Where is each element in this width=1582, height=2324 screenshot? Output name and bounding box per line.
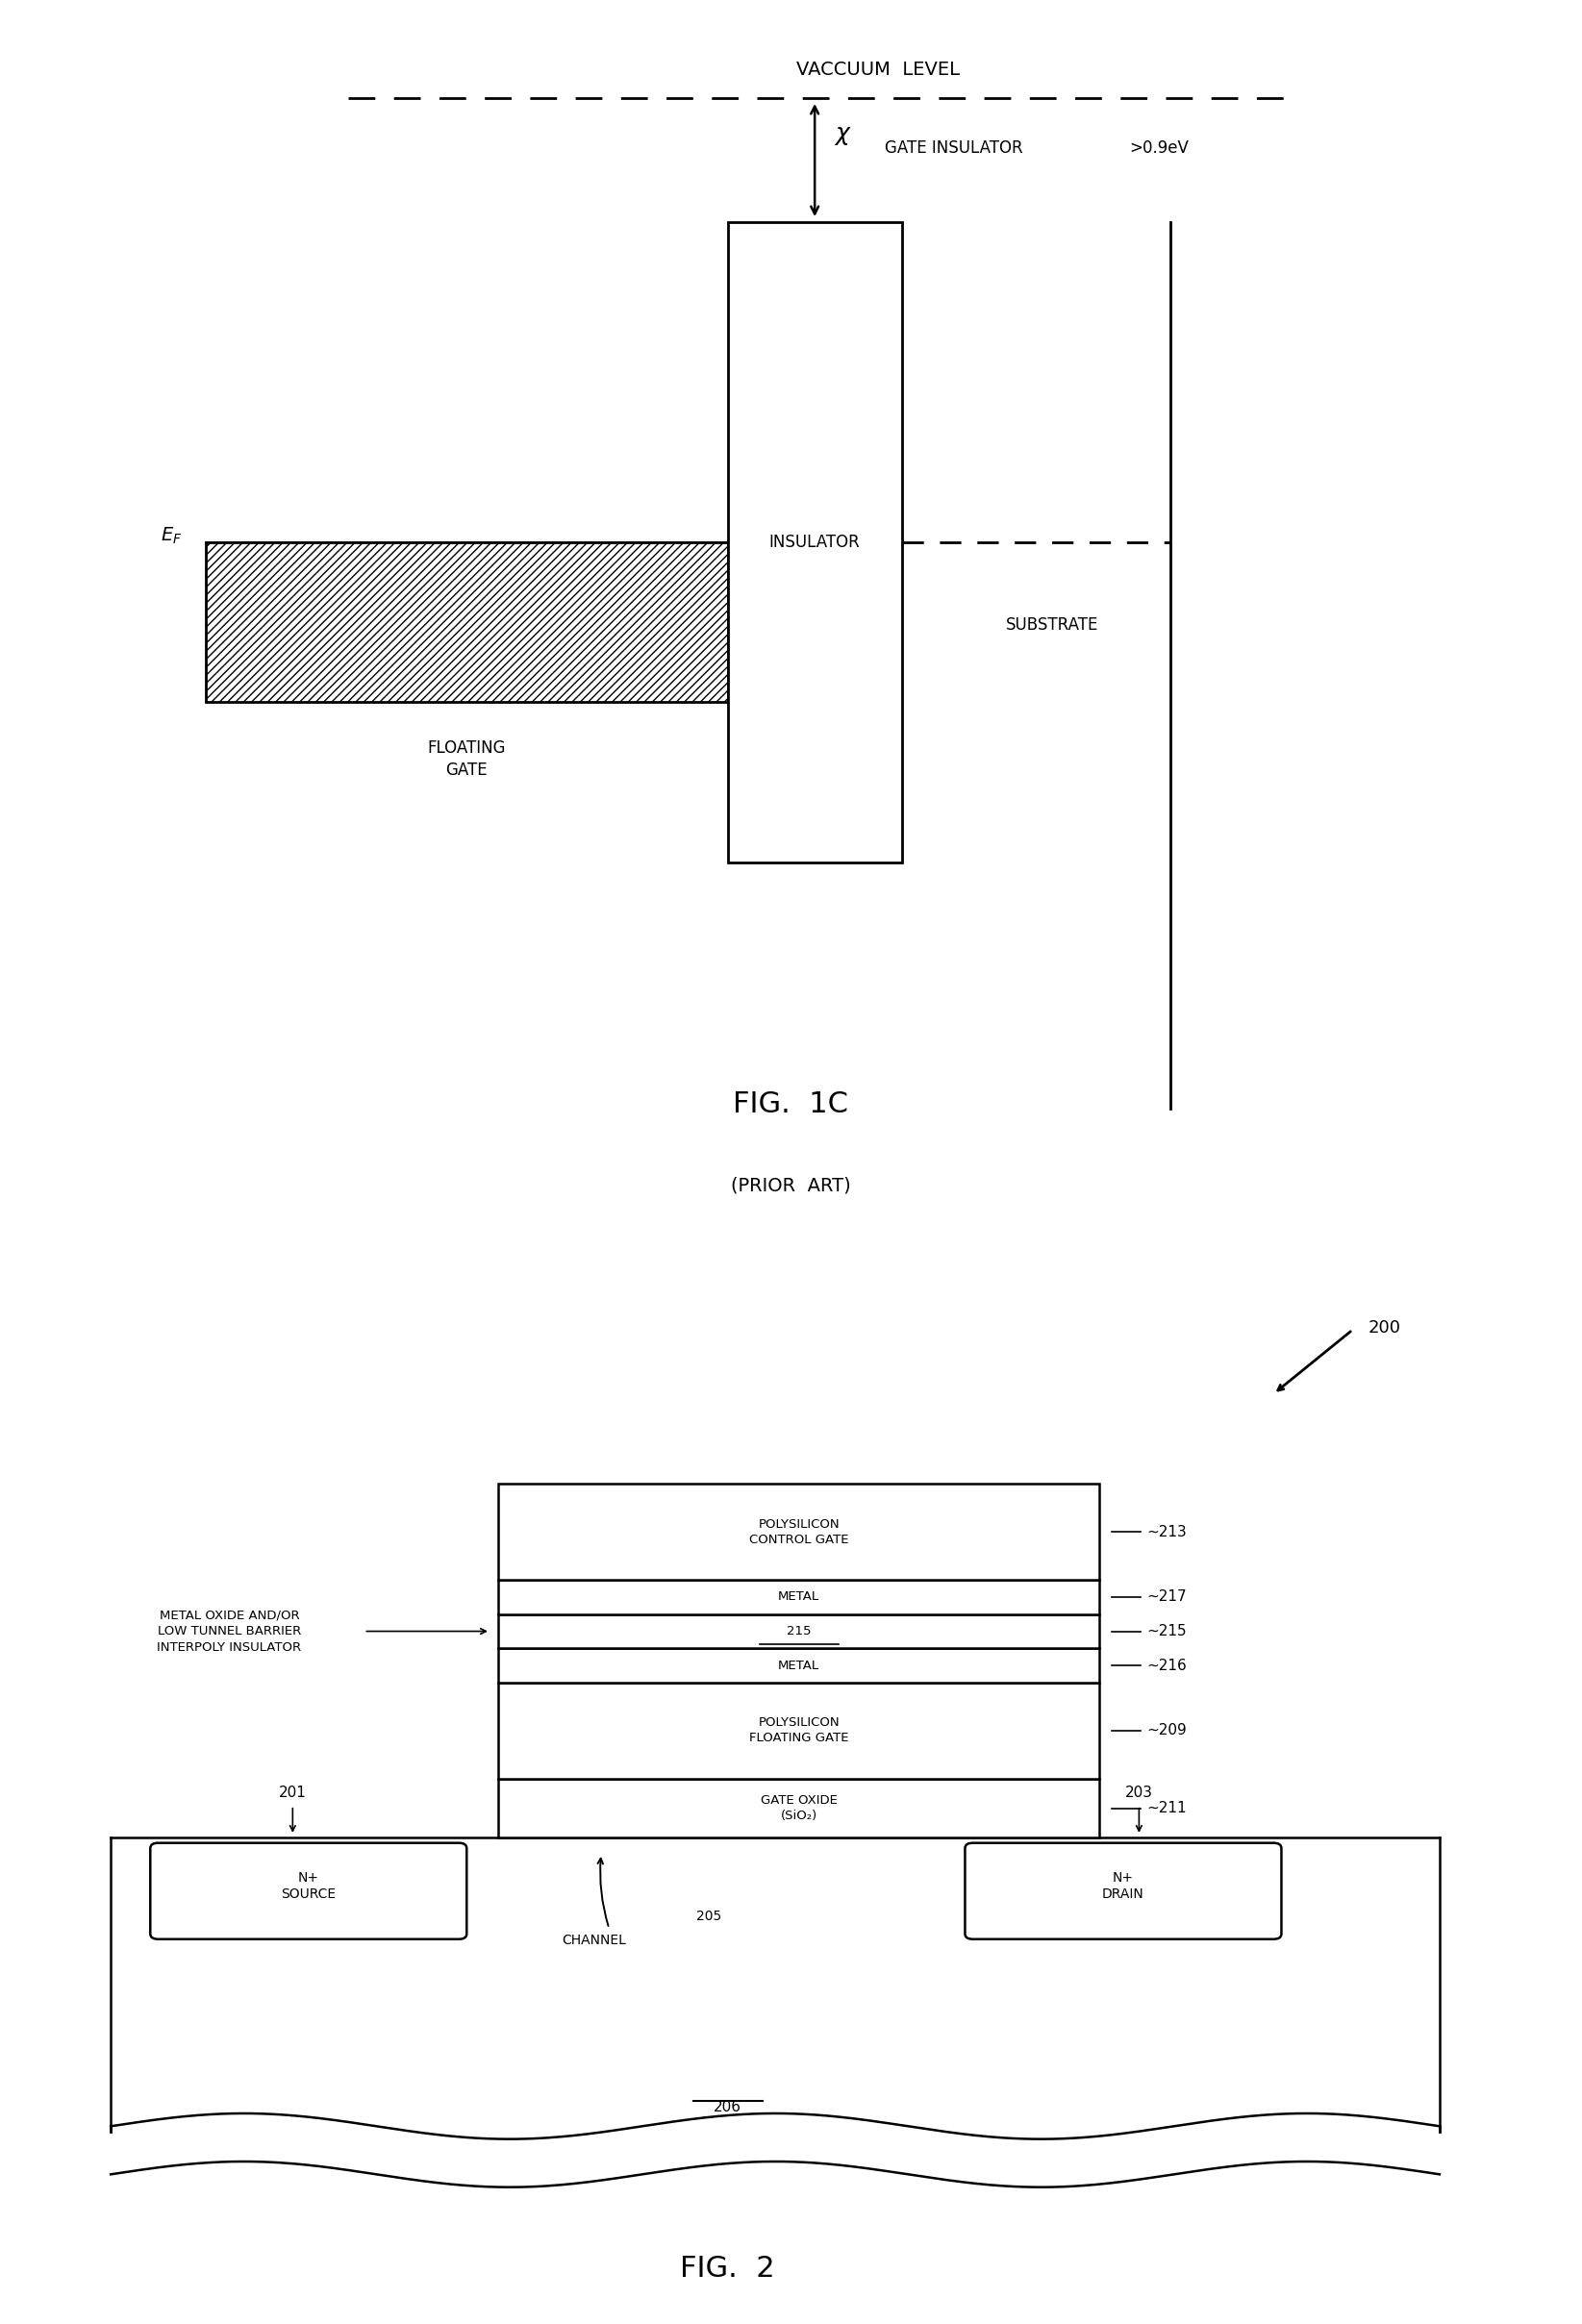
Text: POLYSILICON
FLOATING GATE: POLYSILICON FLOATING GATE (750, 1717, 848, 1745)
Text: GATE INSULATOR: GATE INSULATOR (884, 139, 1022, 156)
Text: CHANNEL: CHANNEL (562, 1934, 626, 1948)
Text: POLYSILICON
CONTROL GATE: POLYSILICON CONTROL GATE (750, 1518, 848, 1545)
Bar (498, 1615, 1099, 1648)
Text: SUBSTRATE: SUBSTRATE (1006, 616, 1098, 632)
Text: ~216: ~216 (1147, 1659, 1186, 1673)
Text: ~211: ~211 (1147, 1801, 1186, 1815)
Text: FLOATING
GATE: FLOATING GATE (427, 739, 506, 779)
Text: GATE OXIDE
(SiO₂): GATE OXIDE (SiO₂) (761, 1794, 837, 1822)
Text: ~217: ~217 (1147, 1590, 1186, 1604)
Text: (PRIOR  ART): (PRIOR ART) (731, 1176, 851, 1195)
Bar (498, 1580, 1099, 1615)
Polygon shape (206, 541, 728, 702)
Bar (498, 1778, 1099, 1838)
Text: N+
DRAIN: N+ DRAIN (1103, 1871, 1144, 1901)
Bar (498, 1648, 1099, 1683)
Text: 201: 201 (278, 1785, 307, 1801)
FancyBboxPatch shape (150, 1843, 467, 1938)
Text: N+
SOURCE: N+ SOURCE (282, 1871, 335, 1901)
Text: METAL: METAL (778, 1659, 819, 1671)
Text: ~215: ~215 (1147, 1624, 1186, 1638)
Text: METAL OXIDE AND/OR
LOW TUNNEL BARRIER
INTERPOLY INSULATOR: METAL OXIDE AND/OR LOW TUNNEL BARRIER IN… (157, 1608, 302, 1655)
Text: 206: 206 (713, 2099, 742, 2115)
Bar (498, 1683, 1099, 1778)
Text: FIG.  2: FIG. 2 (680, 2254, 775, 2282)
Text: FIG.  1C: FIG. 1C (734, 1090, 848, 1118)
FancyBboxPatch shape (965, 1843, 1281, 1938)
Text: 203: 203 (1125, 1785, 1153, 1801)
Text: 215: 215 (786, 1624, 812, 1638)
Text: ~209: ~209 (1147, 1724, 1186, 1738)
Text: 205: 205 (696, 1910, 721, 1922)
Text: ~213: ~213 (1147, 1525, 1186, 1538)
Text: VACCUUM  LEVEL: VACCUUM LEVEL (796, 60, 960, 79)
Text: INSULATOR: INSULATOR (769, 532, 861, 551)
Text: $\chi$: $\chi$ (834, 123, 851, 146)
Bar (728, 221, 902, 862)
Text: >0.9eV: >0.9eV (1130, 139, 1190, 156)
Bar (498, 1483, 1099, 1580)
Text: METAL: METAL (778, 1592, 819, 1604)
Text: $E_F$: $E_F$ (160, 525, 182, 546)
Text: 200: 200 (1368, 1320, 1402, 1336)
